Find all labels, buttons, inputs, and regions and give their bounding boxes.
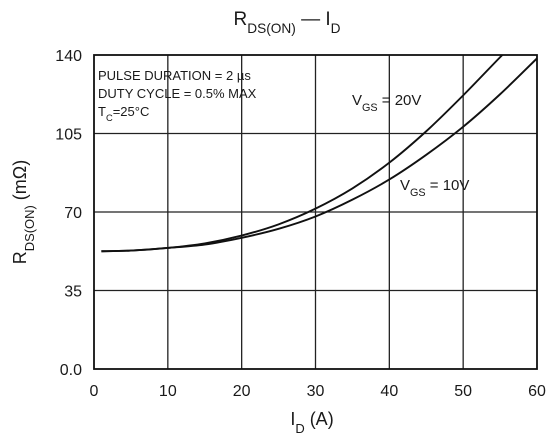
chart-text: VGS = 20V VGS = 10V PULSE DURATION = 2 µs D… [10,9,469,436]
plot-border [93,54,538,370]
condition-note: TC=25°C [98,104,149,123]
y-tick-label: 140 [55,48,82,65]
condition-note: PULSE DURATION = 2 µs [98,68,251,83]
chart-title: RDS(ON) — ID [233,9,340,36]
series-group [101,55,537,253]
y-tick-label: 105 [55,127,82,144]
plot-frame [93,54,538,370]
series-label-vgs-20v: VGS = 20V [352,92,421,114]
x-tick-label: 10 [159,383,177,400]
x-axis-label: ID (A) [290,409,333,436]
x-tick-label: 30 [307,383,325,400]
x-tick-label: 20 [233,383,251,400]
y-tick-label: 70 [64,205,82,222]
y-axis-label: RDS(ON) (mΩ) [10,160,37,265]
x-tick-label: 50 [454,383,472,400]
tick-labels: 0 10 20 30 40 50 60 0.0 35 70 105 140 [55,48,546,400]
x-tick-label: 60 [528,383,546,400]
series-label-vgs-10v: VGS = 10V [400,177,469,199]
condition-note: DUTY CYCLE = 0.5% MAX [98,86,257,101]
y-tick-label: 0.0 [60,362,82,379]
series-line-vgs-10v [101,57,537,253]
x-tick-label: 0 [90,383,99,400]
y-tick-label: 35 [64,284,82,301]
grid [94,55,537,369]
x-tick-label: 40 [380,383,398,400]
